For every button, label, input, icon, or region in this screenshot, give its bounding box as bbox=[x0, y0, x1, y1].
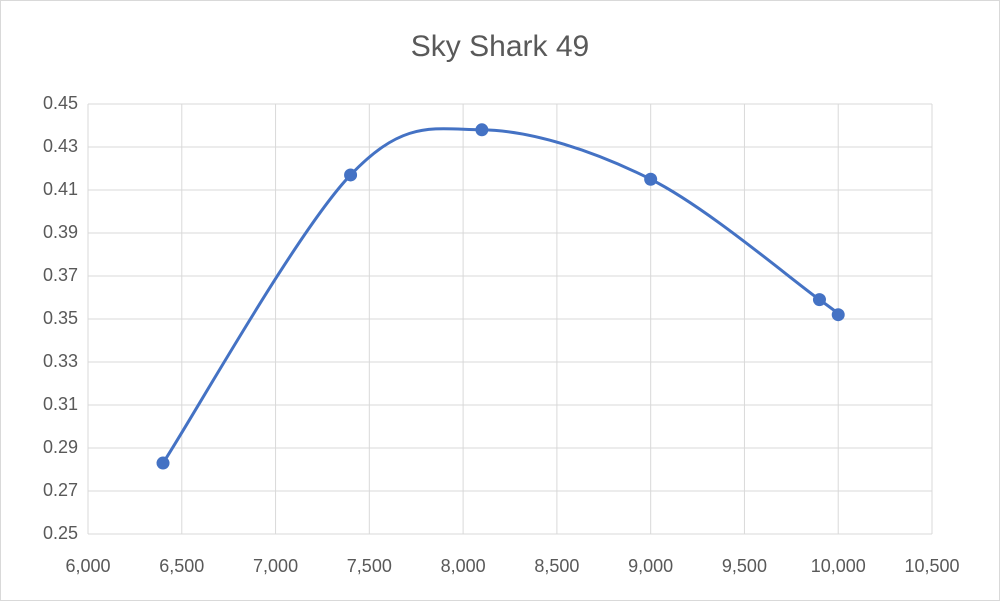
y-tick-label: 0.43 bbox=[43, 136, 78, 156]
y-tick-label: 0.37 bbox=[43, 265, 78, 285]
series-line bbox=[161, 127, 841, 464]
data-point bbox=[831, 308, 845, 322]
x-tick-label: 9,500 bbox=[722, 556, 767, 576]
x-tick-label: 7,000 bbox=[253, 556, 298, 576]
data-point bbox=[475, 123, 489, 137]
x-tick-label: 6,500 bbox=[159, 556, 204, 576]
y-tick-label: 0.39 bbox=[43, 222, 78, 242]
chart-title: Sky Shark 49 bbox=[411, 30, 589, 63]
y-tick-label: 0.35 bbox=[43, 308, 78, 328]
x-tick-label: 9,000 bbox=[628, 556, 673, 576]
y-tick-label: 0.41 bbox=[43, 179, 78, 199]
x-tick-label: 6,000 bbox=[65, 556, 110, 576]
y-tick-label: 0.29 bbox=[43, 437, 78, 457]
y-tick-label: 0.25 bbox=[43, 523, 78, 543]
x-tick-label: 8,500 bbox=[534, 556, 579, 576]
y-tick-label: 0.45 bbox=[43, 93, 78, 113]
x-tick-label: 8,000 bbox=[441, 556, 486, 576]
data-point bbox=[644, 172, 658, 186]
y-tick-label: 0.27 bbox=[43, 480, 78, 500]
data-point bbox=[812, 293, 826, 307]
x-tick-label: 7,500 bbox=[347, 556, 392, 576]
data-point bbox=[156, 456, 170, 470]
x-tick-label: 10,000 bbox=[811, 556, 866, 576]
data-point bbox=[344, 168, 358, 182]
x-tick-label: 10,500 bbox=[904, 556, 959, 576]
y-tick-label: 0.31 bbox=[43, 394, 78, 414]
y-tick-label: 0.33 bbox=[43, 351, 78, 371]
